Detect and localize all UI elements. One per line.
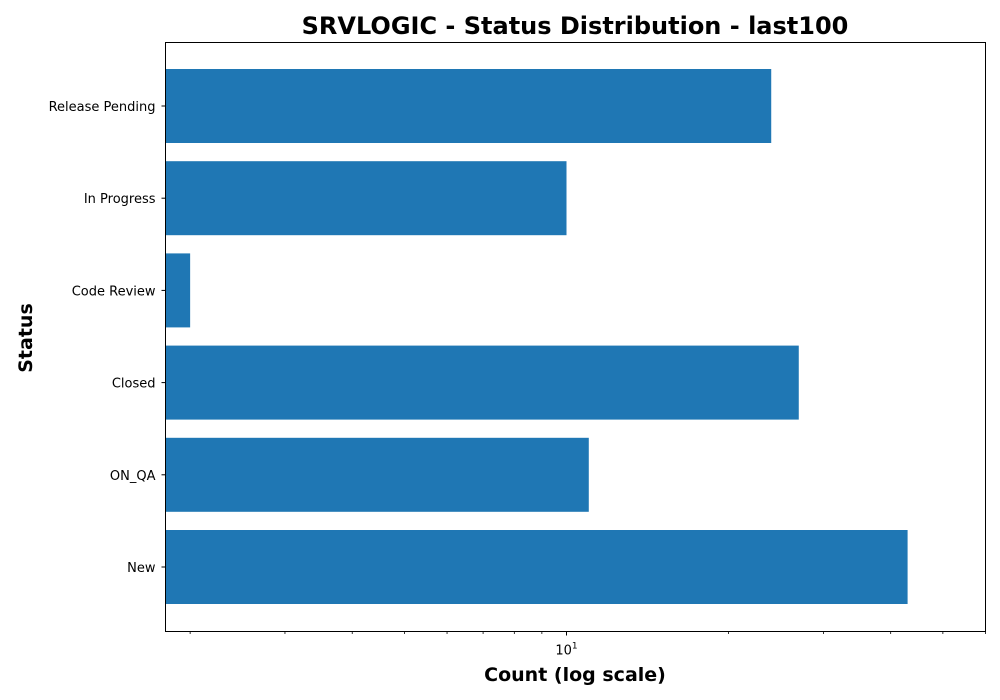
y-tick-label: Code Review xyxy=(72,284,156,299)
x-axis-label: Count (log scale) xyxy=(484,664,666,686)
chart-title: SRVLOGIC - Status Distribution - last100 xyxy=(302,12,849,40)
bar-in-progress xyxy=(165,161,567,236)
y-tick-label: Release Pending xyxy=(49,100,156,115)
bar-on-qa xyxy=(165,437,589,512)
x-axis-ticks: 101 xyxy=(189,631,986,659)
bar-new xyxy=(165,530,908,604)
y-tick-label: ON_QA xyxy=(110,469,156,484)
bar-release-pending xyxy=(165,69,772,143)
x-tick-label: 101 xyxy=(555,642,577,659)
y-axis-ticks: Release Pending In Progress Code Review Clo… xyxy=(49,100,166,576)
bar-code-review xyxy=(165,253,191,328)
y-tick-label: New xyxy=(127,561,156,576)
y-tick-label: In Progress xyxy=(84,192,156,207)
plot-frame xyxy=(165,42,986,632)
y-axis-label: Status xyxy=(15,303,37,373)
y-tick-label: Closed xyxy=(112,377,156,392)
bars-group xyxy=(165,69,908,604)
bar-closed xyxy=(165,345,799,420)
